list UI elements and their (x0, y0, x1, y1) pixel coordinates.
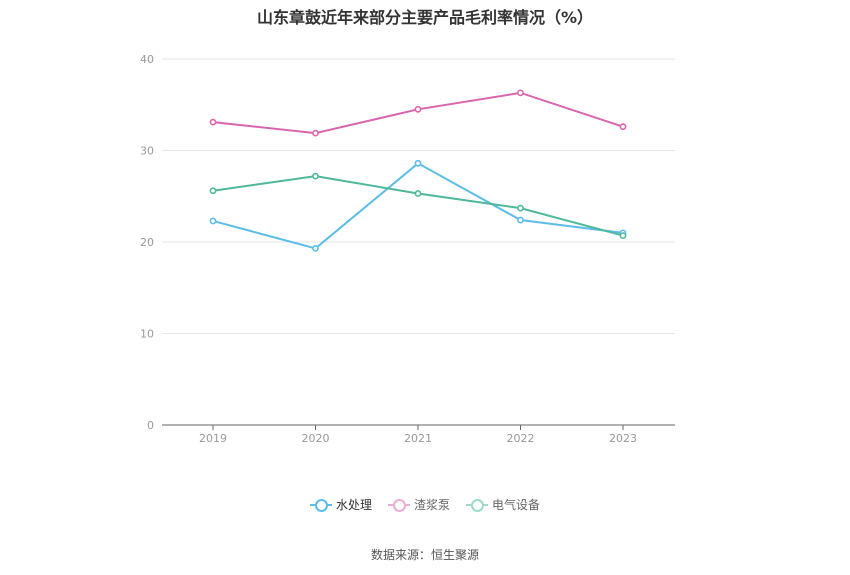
data-point (414, 159, 422, 167)
data-point (619, 232, 627, 239)
data-point (209, 187, 217, 195)
series-line (212, 162, 624, 250)
data-point (517, 204, 524, 212)
chart-title: 山东章鼓近年来部分主要产品毛利率情况（%） (256, 8, 594, 27)
y-tick-label: 0 (147, 419, 154, 432)
data-point (517, 89, 524, 97)
data-point (414, 105, 422, 113)
axes: 0 10 20 30 40 2019 2020 2021 2022 2023 (140, 53, 675, 445)
legend-label: 渣浆泵 (413, 498, 450, 512)
data-point (517, 216, 524, 224)
legend: 水处理 渣浆泵 电气设备 (0, 496, 850, 513)
data-point (209, 118, 217, 126)
data-point (209, 217, 217, 225)
source-note: 数据来源：恒生聚源 (370, 548, 479, 562)
legend-item[interactable]: 水处理 (309, 496, 372, 513)
legend-swatch (309, 498, 332, 512)
legend-label: 电气设备 (492, 498, 541, 512)
data-point (619, 123, 627, 131)
legend-item[interactable]: 渣浆泵 (387, 496, 450, 513)
x-tick-label: 2023 (609, 432, 637, 445)
legend-label: 水处理 (335, 498, 372, 512)
x-tick-label: 2020 (302, 432, 330, 445)
gridlines (162, 58, 675, 334)
legend-swatch (387, 498, 410, 512)
series-line (212, 175, 624, 237)
series-line (212, 91, 624, 135)
x-tick-label: 2019 (199, 432, 227, 445)
x-tick-label: 2022 (507, 432, 535, 445)
series-layer (209, 89, 627, 252)
y-tick-label: 20 (140, 236, 154, 249)
data-point (312, 245, 319, 252)
legend-item[interactable]: 电气设备 (466, 496, 540, 513)
y-tick-label: 40 (140, 53, 154, 66)
data-point (414, 190, 422, 197)
data-point (312, 172, 319, 180)
y-tick-label: 10 (140, 328, 154, 341)
data-point (312, 129, 319, 137)
y-tick-label: 30 (140, 145, 154, 158)
x-tick-label: 2021 (404, 432, 432, 445)
legend-swatch (466, 498, 488, 512)
